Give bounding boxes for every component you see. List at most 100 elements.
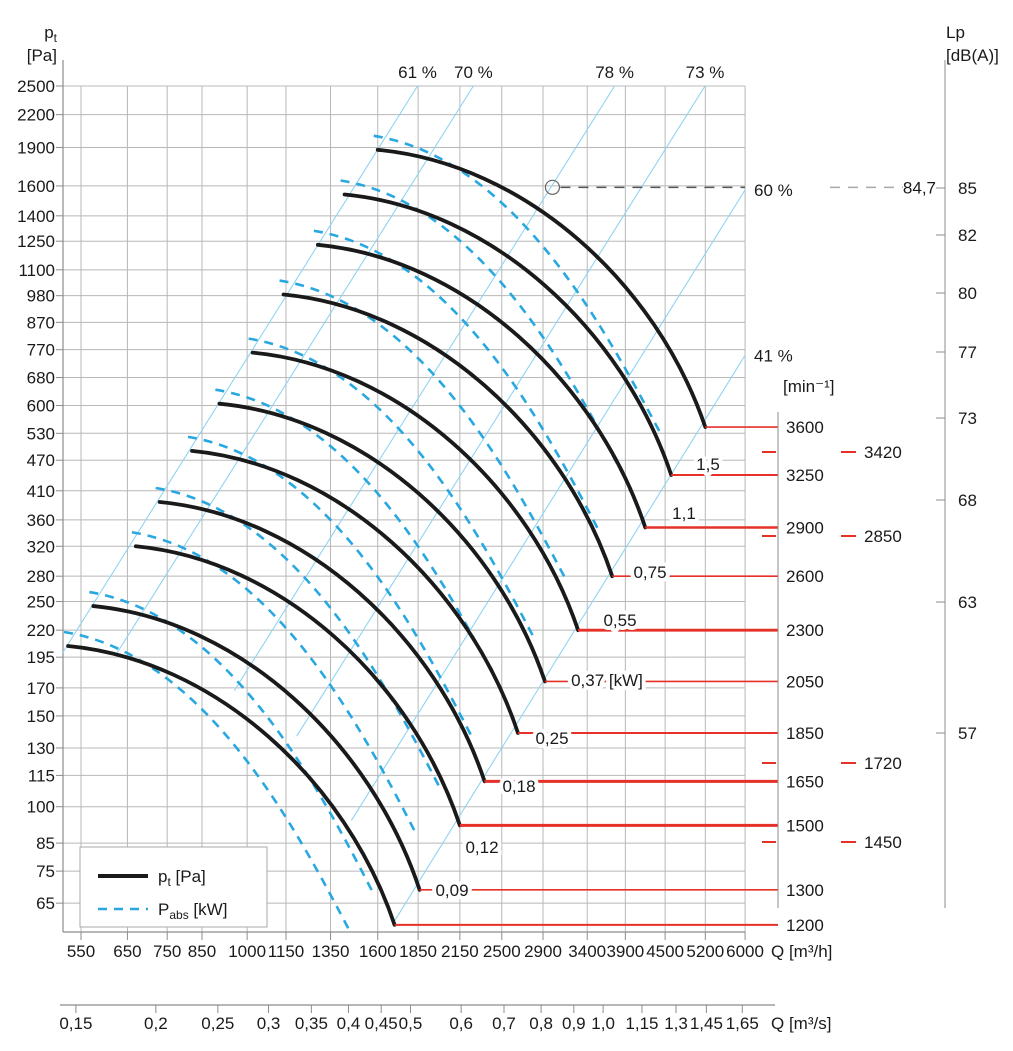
power-label-2050: 0,37 [kW]: [571, 671, 643, 690]
efficiency-line-4: [350, 189, 746, 821]
y-tick-label-2500: 2500: [17, 77, 55, 96]
legend-box: [79, 846, 268, 928]
lp-tick-label-57: 57: [958, 724, 977, 743]
y-tick-label-220: 220: [27, 621, 55, 640]
rpm-axis-title: [min⁻¹]: [783, 377, 834, 396]
pt-curve-1650: [157, 500, 487, 784]
x-tick-label-5200: 5200: [686, 942, 724, 961]
y-tick-label-1600: 1600: [17, 177, 55, 196]
lp-tick-label-82: 82: [958, 226, 977, 245]
y-tick-label-980: 980: [27, 287, 55, 306]
efficiency-label-2: 78 %: [595, 63, 634, 82]
pt-curve-2050: [217, 401, 547, 684]
x-tick-label-850: 850: [188, 942, 216, 961]
power-label-1500: 0,12: [465, 838, 498, 857]
y-tick-label-195: 195: [27, 648, 55, 667]
x2-tick-label-0,3: 0,3: [257, 1014, 281, 1033]
x-tick-label-750: 750: [153, 942, 181, 961]
y-tick-label-1900: 1900: [17, 138, 55, 157]
rpm2-label-1720: 1720: [864, 754, 902, 773]
y-tick-label-115: 115: [28, 766, 55, 785]
y-tick-label-1250: 1250: [17, 232, 55, 251]
rpm2-label-1450: 1450: [864, 833, 902, 852]
x-tick-label-2900: 2900: [524, 942, 562, 961]
x2-tick-label-0,5: 0,5: [399, 1014, 423, 1033]
x2-tick-label-0,45: 0,45: [365, 1014, 398, 1033]
x2-tick-label-0,9: 0,9: [562, 1014, 586, 1033]
x2-tick-label-0,15: 0,15: [59, 1014, 92, 1033]
efficiency-label-3: 73 %: [686, 63, 725, 82]
rpm-label-2600: 2600: [786, 567, 824, 586]
y-tick-label-280: 280: [27, 567, 55, 586]
lp-tick-label-77: 77: [958, 343, 977, 362]
power-label-1850: 0,25: [535, 729, 568, 748]
efficiency-line-3: [296, 85, 706, 737]
x-tick-label-1150: 1150: [268, 942, 305, 961]
pt-curve-1300: [91, 604, 422, 892]
chart-generated-layer: 550 650 750 850 1000 1150 1350 1600 1850 2150 2500…: [17, 60, 977, 1033]
y-tick-label-65: 65: [36, 894, 55, 913]
lp-tick-label-63: 63: [958, 593, 977, 612]
rpm-label-2900: 2900: [786, 518, 824, 537]
efficiency-label-4: 60 %: [754, 181, 793, 200]
y-tick-label-2200: 2200: [17, 106, 55, 125]
x2-tick-label-1,0: 1,0: [591, 1014, 615, 1033]
y-tick-label-75: 75: [36, 862, 55, 881]
x2-axis-title: Q [m³/s]: [771, 1014, 831, 1033]
x2-tick-label-1,3: 1,3: [664, 1014, 688, 1033]
pt-curve-1200: [66, 644, 397, 927]
efficiency-label-5: 41 %: [754, 346, 793, 365]
legend-label-pabs: Pabs [kW]: [158, 900, 227, 922]
rpm2-label-2850: 2850: [864, 527, 902, 546]
x2-tick-label-0,4: 0,4: [337, 1014, 361, 1033]
pt-curve-2300: [250, 350, 580, 633]
pabs-curve-1650: [155, 486, 441, 788]
efficiency-line-1: [116, 85, 474, 655]
sound-level-value: 84,7: [903, 178, 936, 197]
x-tick-label-2150: 2150: [441, 942, 479, 961]
power-label-2300: 0,55: [603, 611, 636, 630]
y-tick-label-320: 320: [27, 537, 55, 556]
power-label-1650: 0,18: [502, 777, 535, 796]
pabs-curve-1500: [131, 530, 417, 832]
lp-tick-label-73: 73: [958, 409, 977, 428]
y-tick-label-470: 470: [27, 451, 55, 470]
power-label-2900: 1,1: [672, 504, 696, 523]
y-tick-label-85: 85: [36, 834, 55, 853]
y-tick-label-170: 170: [27, 679, 55, 698]
x-tick-label-3900: 3900: [606, 942, 644, 961]
power-label-2600: 0,75: [633, 563, 666, 582]
efficiency-line-2: [233, 85, 616, 691]
pt-curve-2900: [316, 242, 648, 530]
efficiency-label-1: 70 %: [454, 63, 493, 82]
y-tick-label-600: 600: [27, 397, 55, 416]
rpm-label-1300: 1300: [786, 881, 824, 900]
rpm-label-3250: 3250: [786, 466, 824, 485]
power-label-3250: 1,5: [696, 455, 720, 474]
y-tick-label-100: 100: [27, 798, 55, 817]
rpm-label-1650: 1650: [786, 772, 824, 791]
x2-tick-label-1,15: 1,15: [625, 1014, 658, 1033]
pt-curve-3250: [342, 192, 674, 477]
x2-tick-label-0,2: 0,2: [144, 1014, 168, 1033]
y-axis-title-unit: [Pa]: [27, 46, 57, 65]
rpm-label-2050: 2050: [786, 672, 824, 691]
x2-tick-label-0,35: 0,35: [295, 1014, 328, 1033]
x-tick-label-650: 650: [113, 942, 141, 961]
x2-tick-label-0,25: 0,25: [201, 1014, 234, 1033]
efficiency-label-0: 61 %: [398, 63, 437, 82]
y-tick-label-150: 150: [27, 707, 55, 726]
pt-curve-3600: [375, 147, 708, 429]
y-tick-label-410: 410: [27, 482, 55, 501]
power-label-1300: 0,09: [435, 881, 468, 900]
lp-axis-title: Lp: [946, 23, 965, 42]
x-tick-label-1350: 1350: [312, 942, 350, 961]
rpm-label-3600: 3600: [786, 418, 824, 437]
rpm2-label-3420: 3420: [864, 443, 902, 462]
y-tick-label-1100: 1100: [18, 261, 55, 280]
y-tick-label-770: 770: [27, 341, 55, 360]
y-tick-label-680: 680: [27, 369, 55, 388]
x-tick-label-4500: 4500: [646, 942, 684, 961]
x-tick-label-2500: 2500: [483, 942, 521, 961]
efficiency-line-5: [391, 354, 746, 926]
